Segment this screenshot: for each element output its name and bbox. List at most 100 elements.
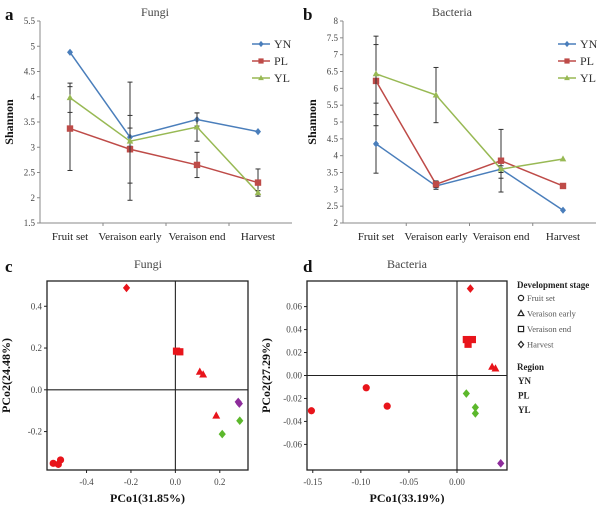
data-point [236, 416, 244, 426]
x-tick-label: -0.15 [303, 477, 322, 487]
plot-frame [46, 280, 249, 471]
series-YN: YN [67, 37, 292, 147]
y-tick-label: 2 [31, 193, 36, 203]
data-point [218, 429, 226, 439]
x-tick-label: 0.0 [170, 477, 182, 487]
data-point [471, 403, 479, 412]
legend-marker [564, 40, 570, 48]
legend-stage-label: Veraison end [527, 324, 572, 334]
data-point [66, 94, 74, 101]
y-tick-label: 5 [31, 41, 36, 51]
legend-label: YN [274, 37, 292, 51]
legend-label: YN [580, 37, 598, 51]
x-tick-label: Fruit set [52, 231, 88, 243]
x-tick-label: -0.05 [400, 477, 419, 487]
series-YL: YL [372, 44, 596, 173]
chart-title: Bacteria [387, 257, 428, 271]
series-PL: PL [372, 35, 594, 193]
legend-marker [258, 58, 264, 64]
data-point [193, 161, 201, 169]
y-tick-label: 4 [334, 151, 339, 161]
x-tick-label: Veraison early [98, 231, 162, 243]
data-point [56, 456, 65, 464]
legend-label: YL [274, 71, 290, 85]
series-YL: YL [66, 71, 290, 201]
data-point [464, 340, 472, 348]
data-point [254, 189, 262, 196]
x-tick-label: 0.00 [449, 477, 465, 487]
x-tick-label: Veraison end [472, 231, 530, 243]
x-tick-label: Harvest [546, 231, 580, 243]
legend-region-YN: YN [518, 376, 531, 386]
chart-title: Fungi [141, 5, 170, 19]
data-point [497, 165, 505, 172]
y-tick-label: 1.5 [24, 218, 36, 228]
y-tick-label: 5.5 [24, 16, 36, 26]
data-point [307, 407, 316, 415]
data-point [462, 389, 470, 398]
series-line [69, 97, 259, 194]
data-point [212, 411, 221, 419]
y-axis-label: PCo2(27.29%) [259, 338, 273, 413]
y-tick-label: 5 [334, 117, 339, 127]
x-tick-label: Veraison end [168, 231, 226, 243]
data-point [373, 140, 379, 148]
pcoa-chart-d: Bacteria -0.15 -0.10 -0.05 0.00 -0.06 -0.04 -0.… [259, 257, 508, 505]
chart-title: Fungi [134, 257, 163, 271]
data-point [471, 409, 479, 418]
legend-marker [564, 58, 570, 64]
y-tick-label: 4.5 [24, 67, 36, 77]
panel-label-a: a [5, 5, 14, 24]
pcoa-chart-c: Fungi -0.4 -0.2 0.0 0.2 -0.2 0.0 0.2 0.4 PCo1(31.… [0, 257, 249, 505]
data-point [462, 335, 470, 344]
y-tick-label: 4.5 [327, 134, 339, 144]
data-point [66, 125, 74, 132]
data-point [383, 402, 391, 410]
data-point [254, 179, 262, 186]
y-tick-label: 3.5 [24, 117, 36, 127]
data-point [559, 155, 567, 162]
legend-marker [258, 40, 264, 48]
y-tick-label: -0.2 [28, 427, 42, 437]
legend-stage-marker [517, 294, 525, 302]
y-tick-label: 6 [334, 83, 339, 93]
data-point [362, 384, 370, 392]
series-line [69, 51, 259, 139]
y-tick-label: 0.0 [31, 385, 43, 395]
data-point [497, 459, 505, 468]
pcoa-legend: Development stage Fruit set Veraison early… [517, 280, 589, 415]
legend-marker [258, 74, 264, 81]
y-tick-label: 4 [31, 92, 36, 102]
legend-marker [564, 74, 570, 81]
x-tick-label: -0.10 [351, 477, 370, 487]
x-axis-label: PCo1(31.85%) [110, 491, 185, 505]
x-axis-label: PCo1(33.19%) [370, 491, 445, 505]
y-tick-label: 7 [334, 50, 339, 60]
data-point [497, 157, 505, 164]
panel-label-b: b [303, 5, 312, 24]
legend-label: PL [274, 54, 288, 68]
legend-stage-marker [517, 309, 525, 317]
data-point [559, 182, 567, 190]
line-chart-a: Fungi 1.5 2 2.5 3 3.5 4 4.5 5 5.5 Fruit set Veraiso… [2, 5, 292, 243]
legend-stage-marker [517, 325, 525, 333]
legend-region-PL: PL [518, 391, 530, 401]
y-axis-label: Shannon [2, 99, 16, 145]
series-line [375, 143, 564, 211]
data-point [67, 48, 73, 56]
data-point [491, 364, 500, 372]
y-tick-label: 0.06 [286, 302, 302, 312]
y-tick-label: 0.2 [31, 343, 42, 353]
legend-region-YL: YL [518, 405, 531, 415]
y-tick-label: 3 [334, 184, 339, 194]
line-chart-b: Bacteria 2 2.5 3 3.5 4 4.5 5 5.5 6 6.5 7 7.5 8 Fruit s… [305, 5, 598, 243]
data-point [176, 348, 184, 356]
series-line [375, 80, 564, 187]
x-tick-label: -0.2 [124, 477, 138, 487]
x-tick-label: 0.2 [214, 477, 225, 487]
legend-label: PL [580, 54, 594, 68]
legend-stage-label: Veraison early [527, 309, 577, 319]
y-tick-label: 2.5 [24, 168, 36, 178]
x-tick-label: Fruit set [358, 231, 394, 243]
